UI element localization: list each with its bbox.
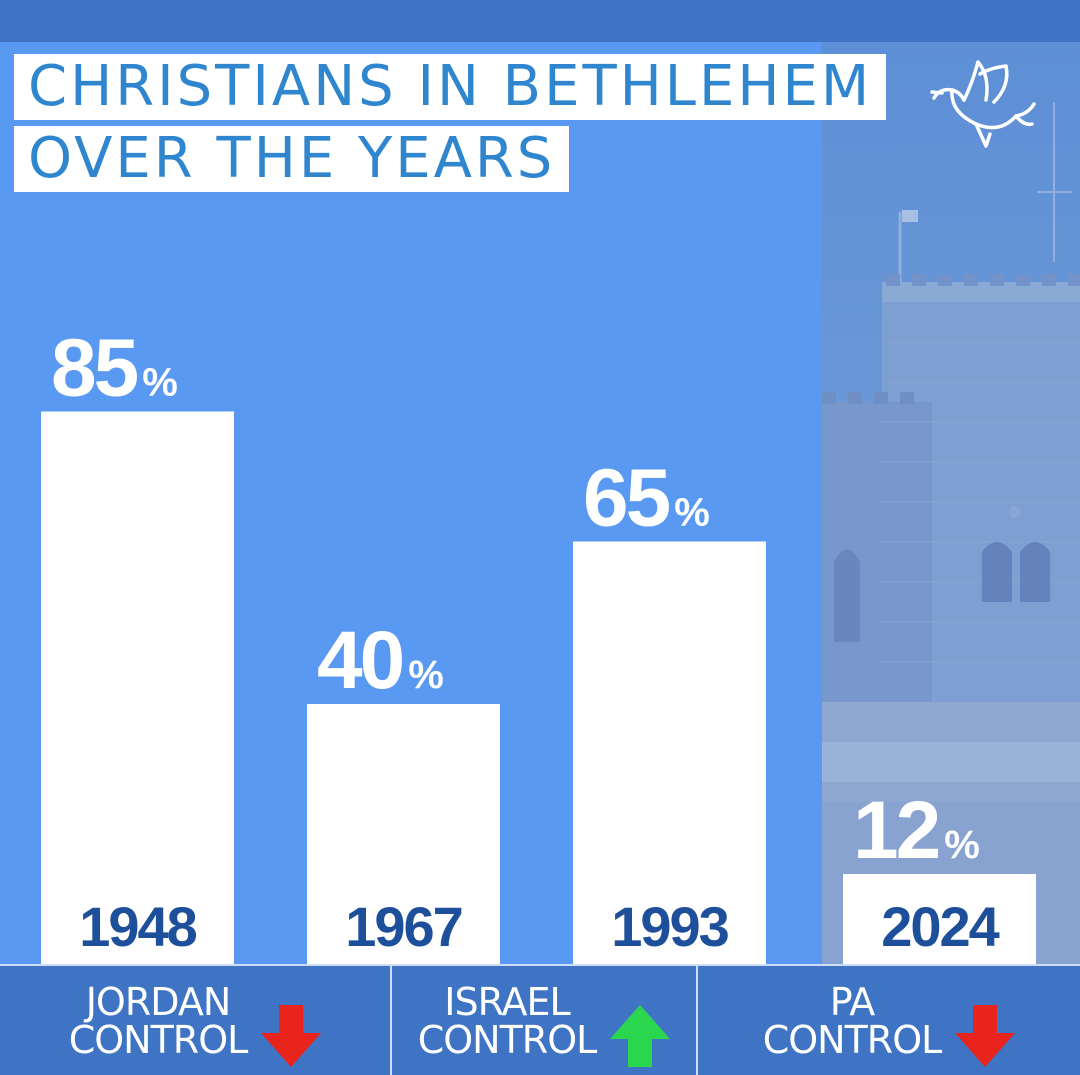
footer-label-jordan-line2: CONTROL (68, 1017, 249, 1062)
year-label-1993: 1993 (611, 895, 728, 958)
footer-label-pa-line2: CONTROL (762, 1017, 943, 1062)
bar-1948 (41, 411, 234, 964)
footer-label-israel-line2: CONTROL (417, 1017, 598, 1062)
background-photo (822, 42, 1080, 964)
value-label-1967: 40% (317, 615, 444, 706)
title-line-2: OVER THE YEARS (14, 126, 570, 192)
bar-1967 (307, 704, 500, 964)
footer-bar: JORDAN CONTROL ISRAEL CONTROL PA CONTROL (0, 964, 1080, 1075)
footer-label-jordan-line1: JORDAN (85, 979, 232, 1024)
church-tower-illustration (822, 102, 1080, 964)
title-line-1: CHRISTIANS IN BETHLEHEM (14, 54, 887, 120)
year-label-1948: 1948 (79, 895, 196, 958)
value-label-2024: 12% (853, 785, 980, 876)
footer-item-jordan: JORDAN CONTROL (0, 966, 390, 1075)
dove-icon (930, 60, 1036, 148)
year-label-1967: 1967 (345, 895, 462, 958)
footer-item-pa: PA CONTROL (698, 966, 1080, 1075)
footer-label-pa-line1: PA (829, 979, 875, 1024)
footer-label-israel-line1: ISRAEL (444, 979, 570, 1024)
value-label-1948: 85% (51, 323, 178, 414)
footer-divider (696, 966, 698, 1075)
bar-2024 (843, 874, 1036, 964)
footer-item-israel: ISRAEL CONTROL (392, 966, 696, 1075)
top-band (0, 0, 1080, 42)
value-label-1993: 65% (583, 453, 710, 544)
footer-divider (390, 966, 392, 1075)
green-up-arrow-icon (610, 1004, 671, 1067)
bar-1993 (573, 541, 766, 964)
bar-chart: 1948 85 % 1967 40 % 1993 65 % 2024 12% (41, 323, 1036, 964)
red-down-arrow-icon (955, 1004, 1016, 1067)
year-label-2024: 2024 (881, 895, 999, 958)
red-down-arrow-icon (261, 1004, 322, 1067)
